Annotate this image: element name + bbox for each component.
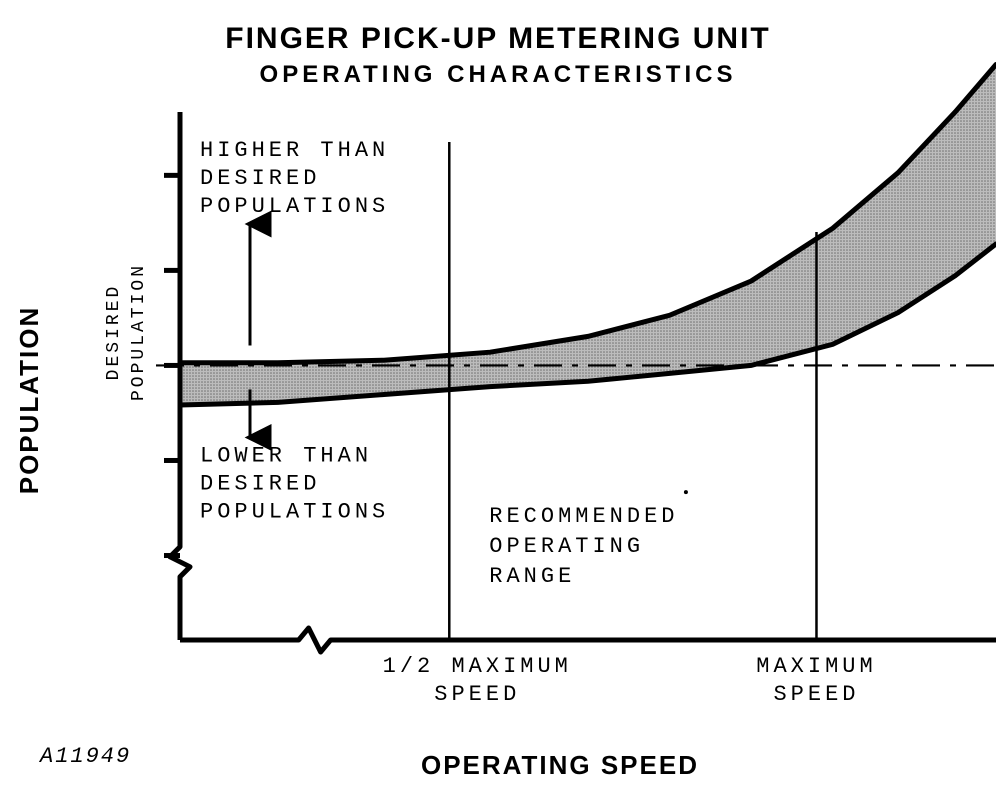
xtick-max-l1: MAXIMUM (756, 654, 876, 679)
chart-title-sub: OPERATING CHARACTERISTICS (260, 61, 737, 88)
plot-area: 1/2 MAXIMUM SPEED MAXIMUM SPEED HIGHER THAN D… (156, 65, 996, 708)
desired-population-label: DESIRED POPULATION (104, 263, 149, 401)
desired-label-l1: DESIRED (104, 284, 124, 381)
artifact-dot (684, 490, 688, 494)
annot-lower-l3: POPULATIONS (200, 499, 389, 524)
x-axis (180, 628, 996, 652)
variance-band (180, 65, 996, 406)
annot-rec-l2: OPERATING (489, 534, 644, 559)
annot-higher-l3: POPULATIONS (200, 194, 389, 219)
annot-higher-l1: HIGHER THAN (200, 138, 389, 163)
x-axis-label: OPERATING SPEED (421, 750, 699, 780)
xtick-half-l1: 1/2 MAXIMUM (383, 654, 572, 679)
annot-lower-l1: LOWER THAN (200, 443, 372, 468)
annot-higher-l2: DESIRED (200, 166, 320, 191)
annot-lower-l2: DESIRED (200, 471, 320, 496)
desired-label-l2: POPULATION (129, 263, 149, 401)
figure-code: A11949 (38, 744, 131, 769)
chart-title-main: FINGER PICK-UP METERING UNIT (225, 22, 770, 55)
xtick-half-l2: SPEED (434, 682, 520, 707)
chart-svg: FINGER PICK-UP METERING UNIT OPERATING C… (0, 0, 996, 789)
annot-rec-l3: RANGE (489, 564, 575, 589)
xtick-max-l2: SPEED (773, 682, 859, 707)
chart-page: FINGER PICK-UP METERING UNIT OPERATING C… (0, 0, 996, 789)
y-axis-label: POPULATION (14, 306, 44, 495)
annot-rec-l1: RECOMMENDED (489, 504, 678, 529)
